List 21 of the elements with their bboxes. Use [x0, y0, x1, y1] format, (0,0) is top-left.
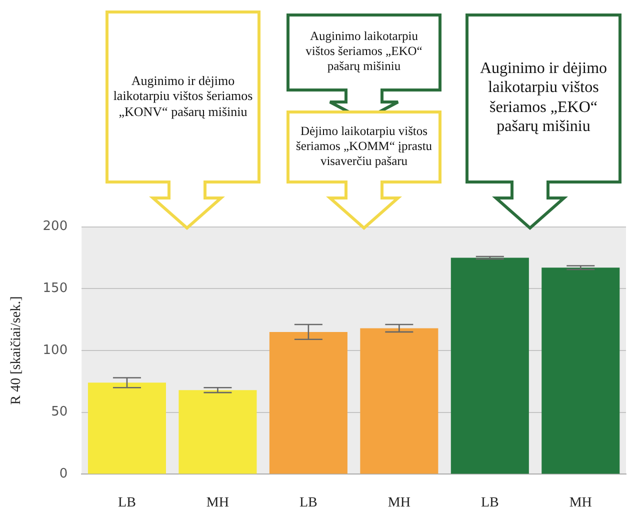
- y-tick-label: 150: [42, 281, 68, 296]
- x-tick-label: LB: [480, 495, 499, 510]
- x-tick-label: MH: [569, 495, 592, 510]
- y-tick-label: 100: [42, 342, 68, 358]
- bar: [178, 390, 257, 474]
- bar: [450, 258, 529, 474]
- x-tick-label: LB: [118, 495, 136, 510]
- bar: [88, 382, 166, 474]
- callout-box: Dėjimo laikotarpiu vištos šeriamos „KOMM“ įprastu visaverčiu pašaru: [286, 110, 442, 230]
- bar: [542, 268, 620, 474]
- y-tick-label: 200: [42, 219, 68, 234]
- y-tick-label: 0: [59, 466, 68, 482]
- x-tick-label: MH: [206, 495, 229, 510]
- x-tick-label: MH: [388, 495, 410, 510]
- x-tick-label: LB: [299, 495, 318, 510]
- bar: [269, 332, 348, 474]
- bar: [360, 328, 438, 474]
- callout-box: Auginimo ir dėjimo laikotarpiu vištos šeriamos „KONV“ pašarų mišiniu: [105, 10, 261, 230]
- callout-box: Auginimo ir dėjimo laikotarpiu vištos šeriamos „EKO“ pašarų mišiniu: [465, 13, 622, 230]
- y-axis-title: R 40 [skaičiai/sek.]: [9, 296, 24, 405]
- y-tick-label: 50: [51, 404, 68, 420]
